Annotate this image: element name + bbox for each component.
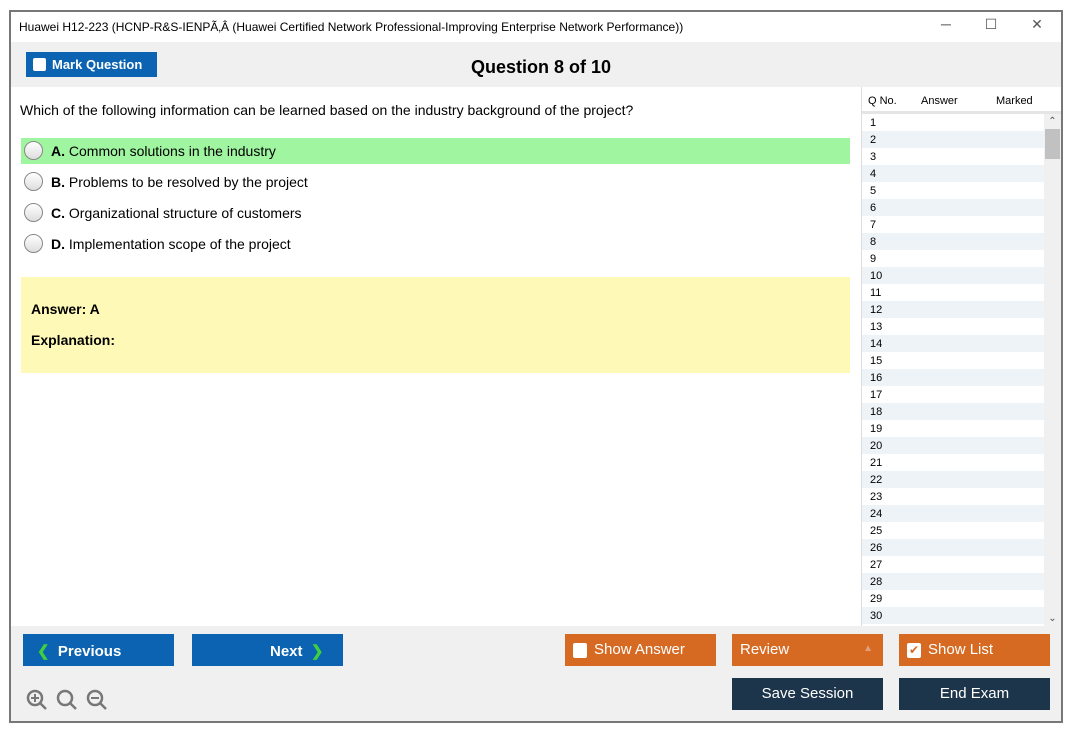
option-a[interactable]: A. Common solutions in the industry <box>21 138 850 164</box>
radio-icon[interactable] <box>24 172 43 191</box>
option-letter: C. <box>51 205 65 221</box>
option-letter: D. <box>51 236 65 252</box>
list-row[interactable]: 11 <box>870 287 882 299</box>
zoom-in-icon[interactable] <box>26 689 47 710</box>
list-row[interactable]: 22 <box>862 471 1044 488</box>
answer-text: Answer: A <box>31 301 100 317</box>
previous-button[interactable]: ❮ Previous <box>23 634 174 666</box>
list-row[interactable]: 15 <box>870 355 883 367</box>
zoom-reset-icon[interactable] <box>56 689 77 710</box>
list-row[interactable]: 4 <box>862 165 1044 182</box>
close-button[interactable]: ✕ <box>1031 16 1043 32</box>
scroll-thumb[interactable] <box>1045 129 1060 159</box>
previous-label: Previous <box>57 643 122 660</box>
question-panel: Which of the following information can b… <box>11 87 861 626</box>
zoom-out-icon[interactable] <box>86 689 107 710</box>
list-row[interactable]: 5 <box>870 185 877 197</box>
question-counter: Question 8 of 10 <box>470 57 612 77</box>
option-b[interactable]: B. Problems to be resolved by the projec… <box>21 169 850 195</box>
list-row[interactable]: 16 <box>862 369 1044 386</box>
show-list-button[interactable]: ✔ Show List <box>899 634 1050 666</box>
option-c[interactable]: C. Organizational structure of customers <box>21 200 850 226</box>
list-row[interactable]: 9 <box>870 253 877 265</box>
list-row[interactable]: 3 <box>870 151 877 163</box>
list-row[interactable]: 25 <box>870 525 883 537</box>
list-row[interactable]: 10 <box>862 267 1044 284</box>
header-qno: Q No. <box>868 95 897 107</box>
list-header: Q No. Answer Marked <box>862 87 1061 114</box>
option-d[interactable]: D. Implementation scope of the project <box>21 231 850 257</box>
title-bar: Huawei H12-223 (HCNP-R&S-IENPÃ‚Â (Huawei… <box>11 12 1061 42</box>
zoom-controls <box>26 689 107 710</box>
end-exam-button[interactable]: End Exam <box>899 678 1050 710</box>
list-row[interactable]: 29 <box>870 593 883 605</box>
mark-question-button[interactable]: Mark Question <box>26 52 157 77</box>
scrollbar[interactable]: ⌃ ⌄ <box>1044 114 1061 626</box>
option-letter: A. <box>51 143 65 159</box>
answer-box: Answer: A Explanation: <box>21 277 850 373</box>
list-row[interactable]: 12 <box>862 301 1044 318</box>
checkmark-icon[interactable]: ✔ <box>907 643 921 658</box>
caret-up-icon: ▲ <box>863 643 873 654</box>
show-list-label: Show List <box>928 641 994 658</box>
option-letter: B. <box>51 174 65 190</box>
question-text: Which of the following information can b… <box>20 102 634 118</box>
next-button[interactable]: Next ❯ <box>192 634 343 666</box>
checkbox-icon[interactable] <box>33 58 46 71</box>
scroll-down-icon[interactable]: ⌄ <box>1048 613 1057 624</box>
show-answer-label: Show Answer <box>594 641 685 658</box>
list-row[interactable]: 23 <box>870 491 883 503</box>
list-row[interactable]: 8 <box>862 233 1044 250</box>
list-row[interactable]: 1 <box>870 117 877 129</box>
checkbox-icon[interactable] <box>573 643 587 658</box>
chevron-left-icon: ❮ <box>37 643 50 660</box>
list-row[interactable]: 13 <box>870 321 883 333</box>
list-row[interactable]: 19 <box>870 423 883 435</box>
next-label: Next <box>270 643 303 660</box>
header-marked: Marked <box>996 95 1033 107</box>
list-row[interactable]: 30 <box>862 607 1044 624</box>
list-row[interactable]: 27 <box>870 559 883 571</box>
list-row[interactable]: 2 <box>862 131 1044 148</box>
list-row[interactable]: 28 <box>862 573 1044 590</box>
radio-icon[interactable] <box>24 203 43 222</box>
list-row[interactable]: 26 <box>862 539 1044 556</box>
option-text: Common solutions in the industry <box>68 143 276 159</box>
explanation-label: Explanation: <box>31 332 116 348</box>
list-row[interactable]: 7 <box>870 219 877 231</box>
option-text: Implementation scope of the project <box>68 236 291 252</box>
review-label: Review <box>740 641 790 658</box>
option-text: Organizational structure of customers <box>68 205 302 221</box>
question-list: Q No. Answer Marked 1 2 3 4 5 6 7 8 9 10 11 12 13 14 1… <box>861 87 1061 626</box>
review-dropdown[interactable]: Review ▲ <box>732 634 883 666</box>
list-row[interactable]: 20 <box>862 437 1044 454</box>
radio-icon[interactable] <box>24 141 43 160</box>
list-row[interactable]: 24 <box>862 505 1044 522</box>
chevron-right-icon: ❯ <box>310 643 324 660</box>
option-text: Problems to be resolved by the project <box>68 174 308 190</box>
show-answer-button[interactable]: Show Answer <box>565 634 716 666</box>
save-session-button[interactable]: Save Session <box>732 678 883 710</box>
header-answer: Answer <box>921 95 958 107</box>
list-row[interactable]: 18 <box>862 403 1044 420</box>
mark-question-label: Mark Question <box>52 57 143 72</box>
minimize-button[interactable]: ─ <box>941 16 951 32</box>
list-row[interactable]: 6 <box>862 199 1044 216</box>
list-row[interactable]: 17 <box>870 389 883 401</box>
window-title: Huawei H12-223 (HCNP-R&S-IENPÃ‚Â (Huawei… <box>19 20 684 34</box>
list-row[interactable]: 14 <box>862 335 1044 352</box>
list-row[interactable]: 21 <box>870 457 883 469</box>
app-window: Huawei H12-223 (HCNP-R&S-IENPÃ‚Â (Huawei… <box>9 10 1063 723</box>
maximize-button[interactable]: ☐ <box>984 16 998 32</box>
scroll-up-icon[interactable]: ⌃ <box>1048 116 1057 127</box>
radio-icon[interactable] <box>24 234 43 253</box>
